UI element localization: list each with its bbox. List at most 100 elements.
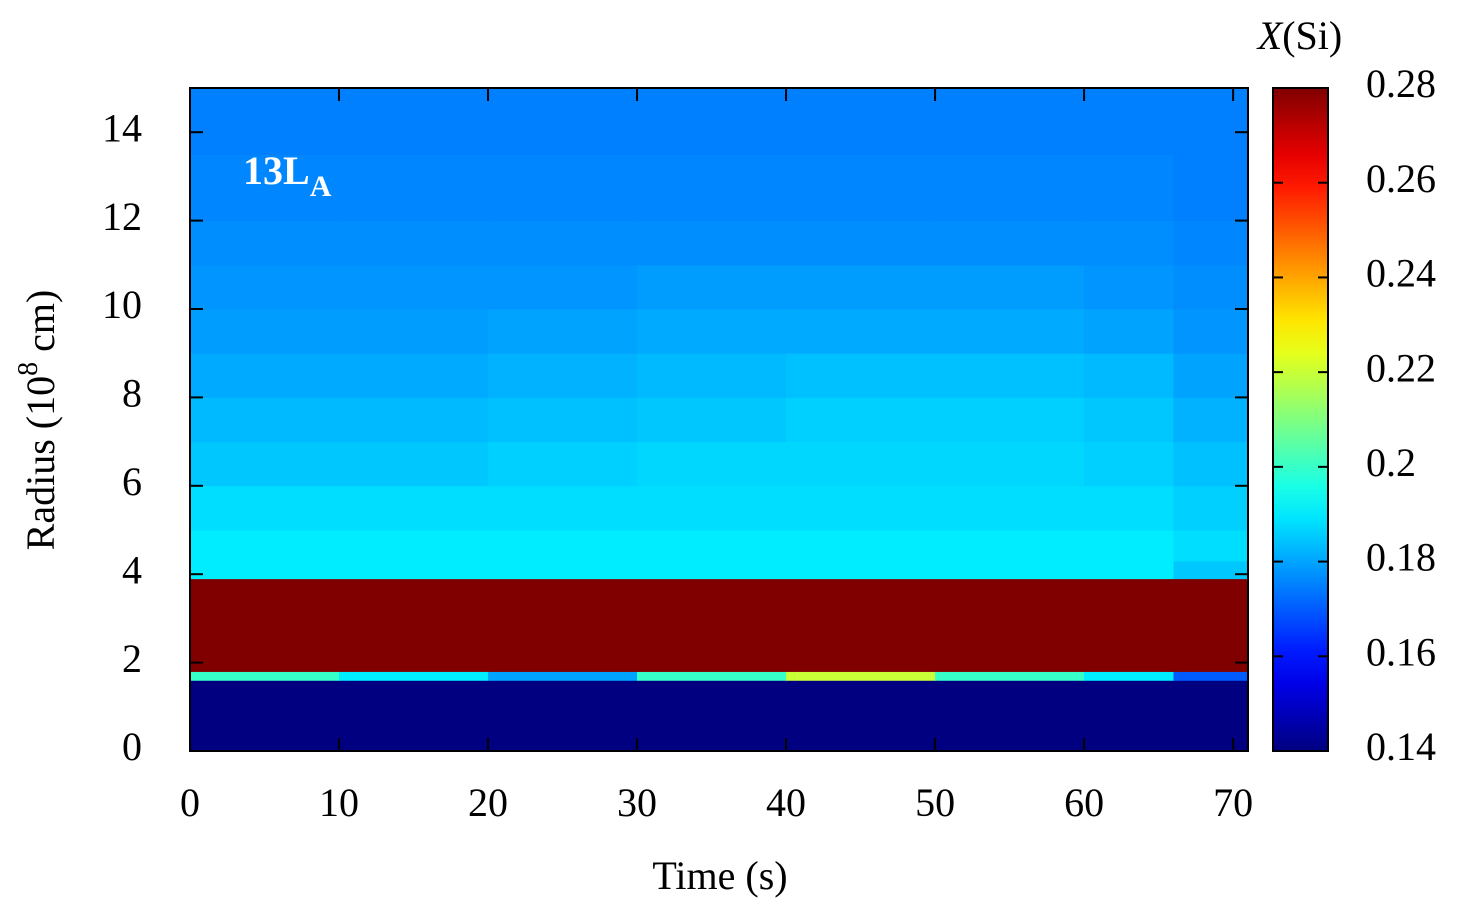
heatmap-cell	[935, 353, 1085, 398]
heatmap-cell	[1084, 560, 1174, 580]
heatmap-cell	[1173, 485, 1249, 531]
heatmap-cell	[339, 154, 489, 222]
heatmap-cell	[637, 88, 787, 155]
heatmap-cell	[1173, 88, 1249, 155]
heatmap-cell	[637, 671, 787, 681]
y-tick-label: 4	[122, 547, 142, 592]
x-tick-label: 10	[319, 780, 359, 825]
heatmap-cell	[1084, 154, 1174, 222]
y-label-rest: cm)	[18, 290, 63, 362]
heatmap-cell	[1084, 264, 1174, 310]
heatmap-cell	[190, 220, 340, 266]
heatmap-cell	[339, 485, 489, 531]
heatmap-cell	[786, 220, 936, 266]
heatmap-cell	[935, 485, 1085, 531]
heatmap-cell	[1173, 309, 1249, 354]
heatmap-cell	[1173, 220, 1249, 266]
x-tick-label: 50	[915, 780, 955, 825]
y-tick-label: 14	[102, 105, 142, 150]
heatmap-cell	[488, 264, 638, 310]
heatmap-cell	[1173, 530, 1249, 562]
heatmap-cell	[786, 264, 936, 310]
heatmap-cell	[339, 309, 489, 354]
heatmap-cell	[935, 220, 1085, 266]
heatmap-cell	[637, 353, 787, 398]
colorbar-label-rest: (Si)	[1282, 13, 1342, 58]
heatmap-cell	[786, 397, 936, 443]
heatmap-cell	[339, 530, 489, 562]
heatmap-cell	[339, 353, 489, 398]
heatmap-cell	[786, 309, 936, 354]
heatmap-cell	[1084, 530, 1174, 562]
y-tick-label: 8	[122, 371, 142, 416]
heatmap-cell	[637, 309, 787, 354]
colorbar-label: X(Si)	[1256, 13, 1342, 58]
heatmap-cell	[786, 88, 936, 155]
heatmap-cell	[190, 560, 340, 580]
heatmap-cell	[1173, 560, 1249, 580]
heatmap-cell	[1084, 441, 1174, 487]
x-axis-label: Time (s)	[652, 853, 787, 898]
colorbar-tick-label: 0.28	[1366, 61, 1436, 106]
heatmap-cell	[190, 264, 340, 310]
heatmap-cell	[190, 309, 340, 354]
heatmap-cell	[935, 397, 1085, 443]
heatmap-cell	[488, 485, 638, 531]
y-tick-label: 0	[122, 724, 142, 769]
heatmap-cell	[786, 578, 936, 672]
heatmap-cell	[935, 680, 1085, 752]
heatmap-cell	[935, 578, 1085, 672]
heatmap-cell	[488, 560, 638, 580]
heatmap-cell	[786, 680, 936, 752]
heatmap-cell	[339, 220, 489, 266]
heatmap-cell	[190, 485, 340, 531]
heatmap-cell	[488, 680, 638, 752]
colorbar-tick-label: 0.24	[1366, 251, 1436, 296]
heatmap-cell	[935, 154, 1085, 222]
heatmap-cell	[637, 680, 787, 752]
plot-frame	[189, 87, 1249, 752]
heatmap-cell	[488, 578, 638, 672]
heatmap-cell	[1084, 309, 1174, 354]
heatmap-cell	[339, 680, 489, 752]
heatmap-cell	[190, 680, 340, 752]
heatmap-cell	[1173, 441, 1249, 487]
colorbar-label-italic: X	[1256, 13, 1284, 58]
heatmap-cell	[190, 530, 340, 562]
heatmap-cell	[935, 530, 1085, 562]
heatmap-cell	[190, 578, 340, 672]
heatmap-cell	[1173, 680, 1249, 752]
heatmap-cell	[1173, 264, 1249, 310]
heatmap-cell	[637, 154, 787, 222]
heatmap-cell	[935, 264, 1085, 310]
heatmap-cell	[637, 220, 787, 266]
heatmap-cell	[637, 530, 787, 562]
annotation-sub: A	[310, 170, 332, 203]
heatmap-cell	[786, 560, 936, 580]
y-tick-label: 6	[122, 459, 142, 504]
heatmap-cell	[339, 671, 489, 681]
heatmap-cell	[190, 441, 340, 487]
colorbar-tick-label: 0.14	[1366, 724, 1436, 769]
y-tick-label: 12	[102, 194, 142, 239]
colorbar	[1272, 87, 1329, 752]
heatmap-cell	[488, 154, 638, 222]
heatmap-cell	[935, 671, 1085, 681]
annotation-main: 13L	[243, 148, 310, 193]
heatmap-cell	[637, 578, 787, 672]
heatmap-cell	[339, 264, 489, 310]
heatmap-cell	[935, 88, 1085, 155]
heatmap-cell	[637, 441, 787, 487]
heatmap-cell	[637, 560, 787, 580]
heatmap-cell	[190, 154, 340, 222]
heatmap-cell	[1084, 353, 1174, 398]
colorbar-tick-label: 0.2	[1366, 440, 1416, 485]
heatmap-cell	[786, 485, 936, 531]
heatmap-cell	[1173, 397, 1249, 443]
heatmap-cell	[1084, 397, 1174, 443]
heatmap-cell	[488, 309, 638, 354]
x-tick-label: 60	[1064, 780, 1104, 825]
heatmap-cell	[488, 530, 638, 562]
heatmap-cell	[1173, 671, 1249, 681]
